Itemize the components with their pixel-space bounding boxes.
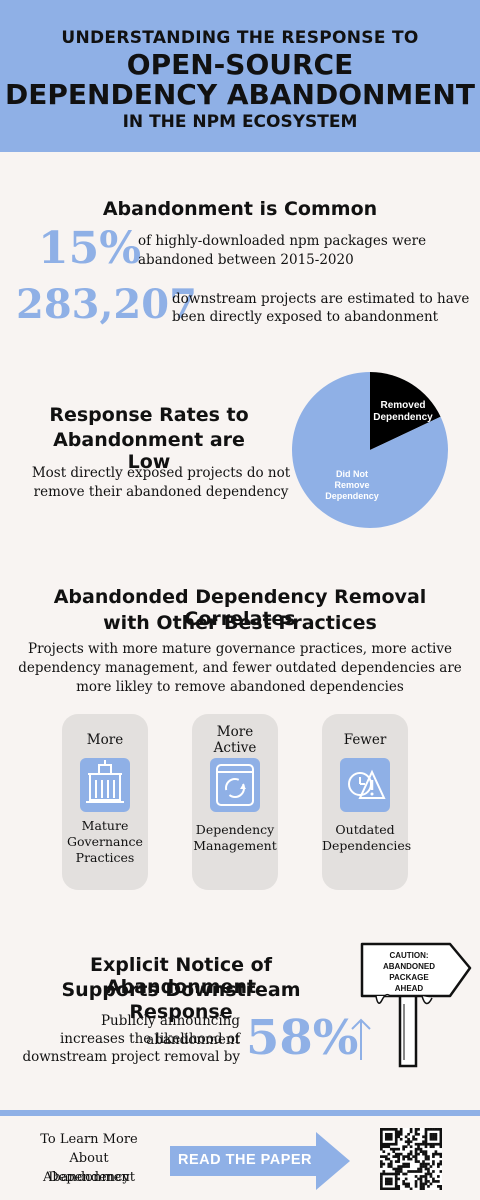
caution-sign-illustration: CAUTION: ABANDONED PACKAGE AHEAD xyxy=(360,942,472,1068)
correlates-text-line1: Projects with more mature governance pra… xyxy=(28,641,452,657)
card-outdated-dependencies: Fewer Outdated Dependencies xyxy=(322,714,412,890)
card-bottom-line1: Outdated xyxy=(335,822,395,837)
pie-label-removed-2: Dependency xyxy=(373,412,433,423)
footer-learn-line2: About Dependency xyxy=(48,1151,130,1185)
card-bottom-line2: Dependencies xyxy=(322,838,412,853)
common-title: Abandonment is Common xyxy=(102,198,378,220)
correlates-title-line1: Abandonded Dependency Removal Correlates xyxy=(53,586,427,630)
header-line-1: UNDERSTANDING THE RESPONSE TO xyxy=(61,28,419,48)
card-governance: More Mature Governance Practices xyxy=(62,714,148,890)
response-pie-chart: Removed Dependency Did Not Remove Depend… xyxy=(292,372,448,528)
card-bottom-line1: Mature xyxy=(81,818,129,833)
correlates-text-line2: dependency management, and fewer outdate… xyxy=(18,660,462,676)
correlates-text-line3: more likley to remove abandoned dependen… xyxy=(76,679,404,695)
stat2-text-line2: been directly exposed to abandonment xyxy=(172,309,439,325)
sign-text-1: CAUTION: xyxy=(389,951,428,960)
card-bottom-line2: Management xyxy=(193,838,277,853)
response-text-line2: remove their abandoned dependency xyxy=(33,484,289,500)
pie-label-not-1: Did Not xyxy=(336,469,368,479)
read-the-paper-button[interactable]: READ THE PAPER xyxy=(170,1130,350,1192)
header-banner: UNDERSTANDING THE RESPONSE TO OPEN-SOURC… xyxy=(0,0,480,152)
card-top-line: Fewer xyxy=(343,732,387,748)
stat-58-percent: 58% xyxy=(246,1010,359,1066)
qr-code[interactable] xyxy=(380,1128,442,1190)
response-title-line2: Abandonment are Low xyxy=(53,429,245,473)
arrow-up-icon xyxy=(351,1018,371,1060)
response-text-line1: Most directly exposed projects do not xyxy=(31,465,291,481)
pie-label-not-3: Dependency xyxy=(325,491,379,501)
stat2-text-line1: downstream projects are estimated to hav… xyxy=(172,291,470,307)
header-line-2: OPEN-SOURCE xyxy=(126,48,354,81)
card-bottom-line2: Governance xyxy=(67,834,143,849)
notice-title-line1: Explicit Notice of Abandonment xyxy=(90,954,272,998)
footer-learn-line1: To Learn More xyxy=(40,1132,138,1147)
refresh-icon xyxy=(210,758,260,812)
read-the-paper-label: READ THE PAPER xyxy=(178,1152,313,1168)
building-icon xyxy=(80,758,130,812)
card-bottom-line3: Practices xyxy=(75,850,135,865)
pie-slice-1 xyxy=(292,372,448,528)
header-line-4: IN THE NPM ECOSYSTEM xyxy=(122,112,358,132)
sign-text-3: PACKAGE xyxy=(389,973,429,982)
notice-text-line1: Publicly announcing abandonment xyxy=(100,1013,240,1048)
card-bottom-line1: Dependency xyxy=(195,822,275,837)
pie-label-not-2: Remove xyxy=(334,480,369,490)
response-title-line1: Response Rates to xyxy=(49,404,249,426)
stat-15-percent: 15% xyxy=(38,223,142,274)
footer-learn-line3: Abandonment xyxy=(43,1170,135,1185)
stat1-text-line1: of highly-downloaded npm packages were xyxy=(138,233,427,249)
pie-label-removed-1: Removed xyxy=(380,400,425,411)
notice-text-line2: increases the likelihood of xyxy=(59,1031,240,1047)
card-dependency-management: More Active Dependency Management xyxy=(192,714,278,890)
sign-text-2: ABANDONED xyxy=(383,962,435,971)
stat-283207: 283,207 xyxy=(16,281,197,328)
notice-title-line2: Supports Downstream Response xyxy=(61,979,301,1023)
card-top-line: More xyxy=(86,732,124,748)
pie-slice-0 xyxy=(370,372,441,450)
sign-text-4: AHEAD xyxy=(395,984,424,993)
card-top-line2: Active xyxy=(213,740,257,756)
card-top-line1: More xyxy=(216,724,254,740)
stat1-text-line2: abandoned between 2015-2020 xyxy=(138,252,354,268)
header-line-3: DEPENDENCY ABANDONMENT xyxy=(5,78,475,111)
correlates-title-line2: with Other Best Practices xyxy=(103,612,377,634)
notice-text-line3: downstream project removal by xyxy=(22,1049,240,1065)
warning-clock-icon xyxy=(340,758,390,812)
footer-divider xyxy=(0,1110,480,1116)
arrow-right-icon xyxy=(170,1132,350,1190)
